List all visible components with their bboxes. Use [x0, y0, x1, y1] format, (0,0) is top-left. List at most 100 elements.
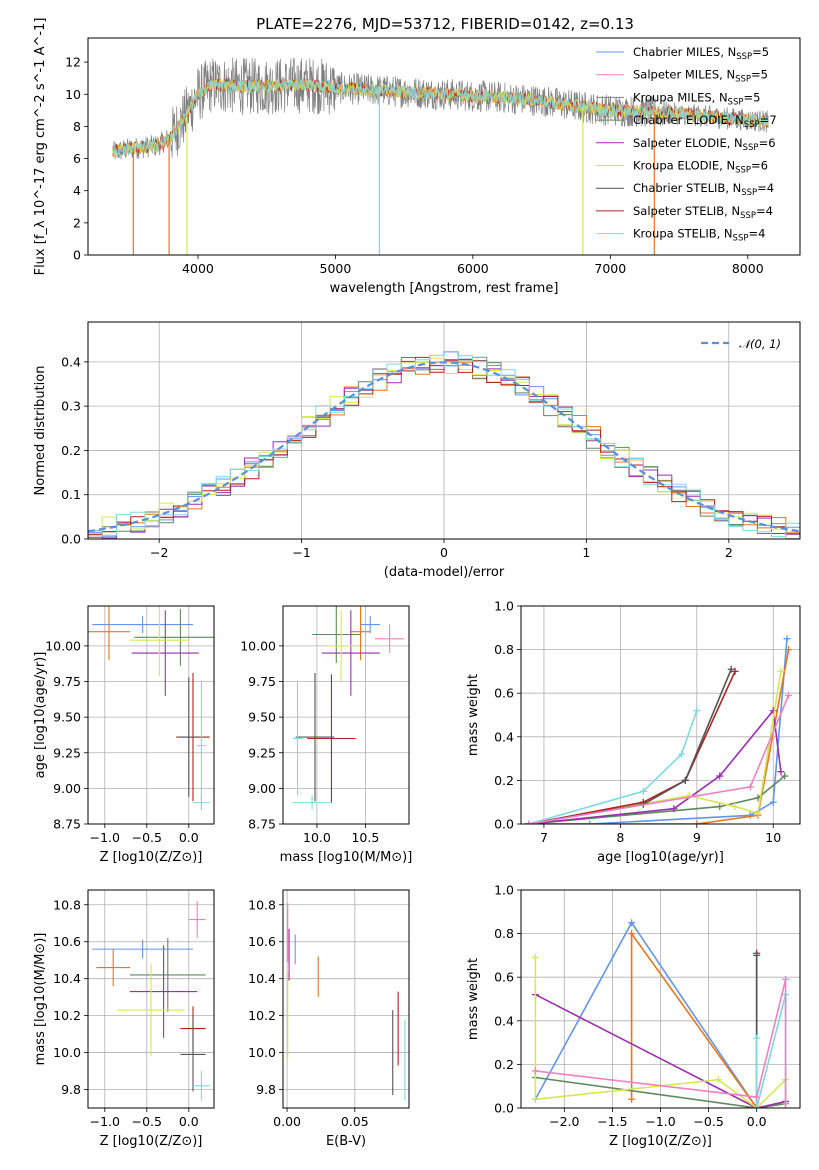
weight-point-marker	[678, 750, 686, 758]
y-tick-label: 0.6	[494, 686, 514, 701]
plot-area	[287, 902, 406, 1101]
weight-point-marker	[525, 820, 533, 824]
x-tick-label: 0	[440, 545, 448, 560]
y-axis-label: mass weight	[466, 674, 481, 756]
legend-label: Salpeter MILES, NSSP=5	[633, 68, 768, 85]
weight-point-marker	[693, 820, 701, 824]
y-tick-label: 0.2	[61, 443, 81, 458]
y-tick-label: 10.0	[248, 1045, 276, 1060]
x-tick-label: −0.5	[132, 830, 162, 845]
y-tick-label: 10	[65, 87, 81, 102]
y-tick-label: 12	[65, 55, 81, 70]
weight-point-marker	[681, 776, 689, 784]
x-tick-label: −2.0	[549, 1114, 579, 1129]
y-tick-label: 10.2	[248, 1008, 276, 1023]
legend-label: Chabrier MILES, NSSP=5	[633, 45, 769, 62]
weight-point-marker	[782, 975, 790, 983]
legend-count: =7	[760, 113, 777, 127]
y-axis-label: mass weight	[466, 958, 481, 1040]
x-tick-label: 2	[725, 545, 733, 560]
histogram-series	[88, 354, 800, 538]
legend-count: =4	[756, 204, 773, 218]
weight-series-line	[535, 993, 786, 1108]
y-tick-label: 0.2	[494, 773, 514, 788]
weight-point-marker	[753, 1104, 761, 1108]
y-axis-label: Normed distribution	[33, 366, 48, 496]
data-point-errorbar	[130, 606, 189, 676]
data-point-errorbar	[312, 606, 361, 663]
chart-title: PLATE=2276, MJD=53712, FIBERID=0142, z=0…	[256, 15, 634, 33]
legend-subscript: SSP	[744, 120, 760, 130]
plot-frame	[87, 37, 801, 256]
weight-series	[525, 772, 789, 824]
y-tick-label: 9.25	[248, 745, 276, 760]
x-tick-label: 10	[765, 830, 781, 845]
data-point-errorbar	[96, 949, 130, 987]
weight-point-marker	[754, 809, 762, 817]
weight-point-marker	[746, 783, 754, 791]
normal-curve	[88, 361, 800, 533]
legend-label: Chabrier ELODIE, NSSP=7	[633, 113, 777, 130]
legend-count: =4	[748, 227, 765, 241]
legend-label: 𝒩(0, 1)	[739, 337, 781, 351]
x-tick-label: −1.5	[597, 1114, 627, 1129]
x-axis-label: Z [log10(Z/Z⊙)]	[100, 850, 203, 865]
weight-point-marker	[777, 768, 785, 776]
y-tick-label: 10.00	[45, 638, 81, 653]
y-tick-label: 9.75	[248, 674, 276, 689]
y-tick-label: 0.3	[61, 399, 81, 414]
x-tick-label: 0.0	[179, 1114, 199, 1129]
x-tick-label: 5000	[320, 261, 352, 276]
weight-series-line	[535, 1076, 786, 1108]
y-tick-label: 9.25	[53, 745, 81, 760]
data-point-errorbar	[180, 1017, 206, 1092]
weight-series-line	[528, 708, 782, 824]
y-tick-label: 0.1	[61, 487, 81, 502]
y-axis-label: Flux [f_λ 10^-17 erg cm^-2 s^-1 A^-1]	[33, 18, 48, 276]
y-tick-label: 0.0	[61, 532, 81, 547]
chart-panel-age-vs-Z: −1.0 −0.5 0.0 8.75 9.00 9.25 9.50 9.75 10.00 Z [l…	[33, 605, 215, 865]
y-tick-label: 0.4	[61, 354, 81, 369]
x-tick-label: 1	[582, 545, 590, 560]
y-tick-label: 0.4	[494, 1013, 514, 1028]
x-axis-label: wavelength [Angstrom, rest frame]	[330, 281, 559, 296]
y-axis-label: age [log10(age/yr)]	[33, 652, 48, 779]
y-tick-label: 1.0	[494, 883, 514, 898]
y-tick-label: 10.8	[53, 897, 81, 912]
x-tick-label: 7	[540, 830, 548, 845]
weight-series-line	[535, 979, 787, 1104]
x-tick-label: 6000	[457, 261, 489, 276]
y-tick-label: 10.4	[248, 971, 276, 986]
plot-frame	[282, 889, 410, 1109]
weight-point-marker	[628, 919, 636, 927]
y-tick-label: 0.8	[494, 926, 514, 941]
y-tick-label: 8	[73, 119, 81, 134]
weight-point-marker	[714, 1076, 722, 1084]
weight-series-line	[528, 695, 790, 824]
legend-subscript: SSP	[735, 166, 751, 176]
chart-panel-massweight-vs-age: 7 8 9 10 0.0 0.2 0.4 0.6 0.8 1.0 age [log10(age/yr…	[466, 599, 801, 865]
weight-point-marker	[731, 667, 739, 675]
x-axis-label: (data-model)/error	[384, 565, 505, 580]
data-point-errorbar	[375, 624, 405, 654]
weight-point-marker	[531, 954, 539, 962]
weight-point-marker	[783, 635, 791, 643]
weight-point-marker	[785, 646, 793, 654]
y-tick-label: 10.2	[53, 1008, 81, 1023]
weight-point-marker	[727, 665, 735, 673]
weight-point-marker	[769, 798, 777, 806]
data-point-errorbar	[92, 615, 193, 634]
weight-point-marker	[586, 820, 594, 824]
plot-area	[292, 606, 405, 810]
weight-point-marker	[769, 707, 777, 715]
data-point-errorbar	[117, 963, 185, 1057]
plot-frame	[87, 605, 215, 825]
y-tick-label: 1.0	[494, 599, 514, 614]
data-point-errorbar	[292, 681, 303, 796]
x-tick-label: −1.0	[90, 830, 120, 845]
plot-frame	[520, 889, 801, 1109]
weight-point-marker	[716, 803, 724, 811]
x-tick-label: 8000	[732, 261, 764, 276]
legend-subscript: SSP	[728, 97, 744, 107]
